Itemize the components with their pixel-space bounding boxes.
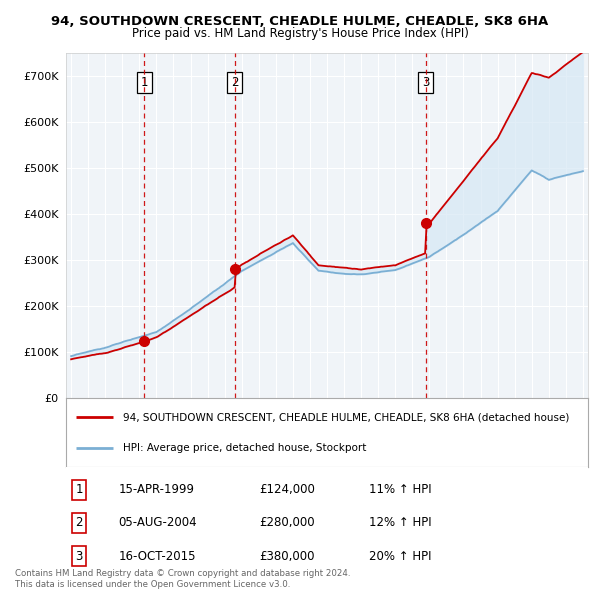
Text: HPI: Average price, detached house, Stockport: HPI: Average price, detached house, Stoc… [124, 443, 367, 453]
Text: £124,000: £124,000 [259, 483, 315, 496]
Text: £280,000: £280,000 [259, 516, 315, 529]
Text: 11% ↑ HPI: 11% ↑ HPI [369, 483, 431, 496]
Text: 94, SOUTHDOWN CRESCENT, CHEADLE HULME, CHEADLE, SK8 6HA (detached house): 94, SOUTHDOWN CRESCENT, CHEADLE HULME, C… [124, 412, 570, 422]
Text: 12% ↑ HPI: 12% ↑ HPI [369, 516, 431, 529]
Text: 15-APR-1999: 15-APR-1999 [118, 483, 194, 496]
Text: 1: 1 [76, 483, 83, 496]
Text: £380,000: £380,000 [259, 549, 314, 562]
Text: 3: 3 [76, 549, 83, 562]
Text: 05-AUG-2004: 05-AUG-2004 [118, 516, 197, 529]
Text: 3: 3 [422, 76, 430, 89]
Text: 20% ↑ HPI: 20% ↑ HPI [369, 549, 431, 562]
Text: 2: 2 [76, 516, 83, 529]
Text: 1: 1 [140, 76, 148, 89]
Text: 2: 2 [231, 76, 238, 89]
Text: 94, SOUTHDOWN CRESCENT, CHEADLE HULME, CHEADLE, SK8 6HA: 94, SOUTHDOWN CRESCENT, CHEADLE HULME, C… [52, 15, 548, 28]
Text: 16-OCT-2015: 16-OCT-2015 [118, 549, 196, 562]
Text: Contains HM Land Registry data © Crown copyright and database right 2024.
This d: Contains HM Land Registry data © Crown c… [15, 569, 350, 589]
Text: Price paid vs. HM Land Registry's House Price Index (HPI): Price paid vs. HM Land Registry's House … [131, 27, 469, 40]
